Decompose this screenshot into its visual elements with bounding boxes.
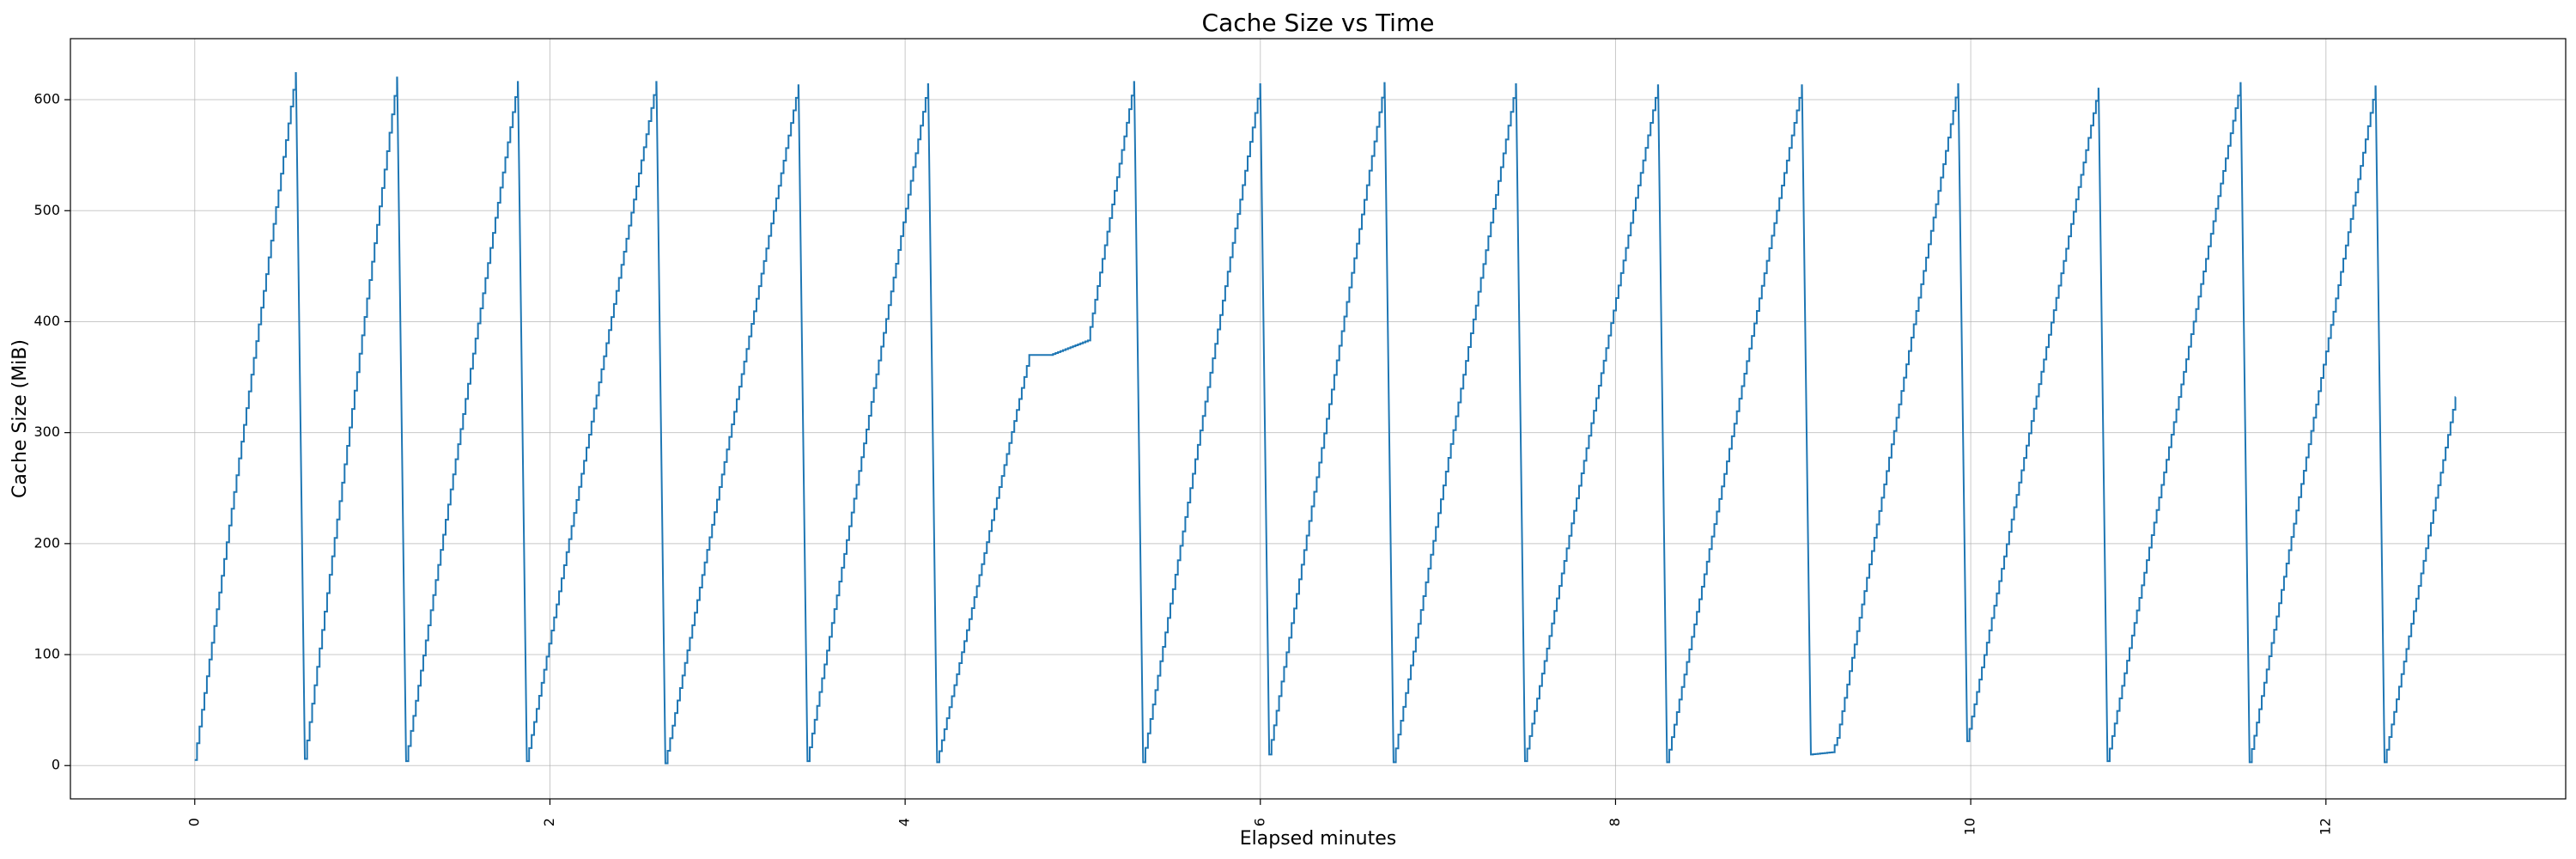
axis-ticks: 0 2 4 6 8 10 12 0 100 200 300 400 500 600 <box>33 91 2333 836</box>
series-line-cache-size <box>194 72 2457 765</box>
grid-lines <box>70 39 2566 799</box>
y-axis-label: Cache Size (MiB) <box>9 339 31 498</box>
y-tick-label: 600 <box>33 91 60 107</box>
plot-frame <box>70 38 2567 800</box>
x-tick-label: 10 <box>1962 818 1978 835</box>
y-tick-label: 0 <box>52 757 60 773</box>
y-tick-label: 300 <box>33 423 60 440</box>
x-tick-label: 2 <box>541 818 557 826</box>
chart-title: Cache Size vs Time <box>1202 9 1435 37</box>
y-tick-label: 500 <box>33 202 60 218</box>
x-tick-label: 0 <box>185 818 202 826</box>
y-tick-label: 100 <box>33 646 60 662</box>
series-lines <box>194 72 2457 765</box>
y-tick-label: 400 <box>33 313 60 329</box>
x-tick-label: 8 <box>1607 818 1623 826</box>
y-tick-label: 200 <box>33 534 60 551</box>
x-tick-label: 4 <box>896 818 913 826</box>
x-tick-label: 6 <box>1251 818 1267 826</box>
x-tick-label: 12 <box>2317 818 2333 835</box>
x-axis-label: Elapsed minutes <box>1240 828 1396 850</box>
